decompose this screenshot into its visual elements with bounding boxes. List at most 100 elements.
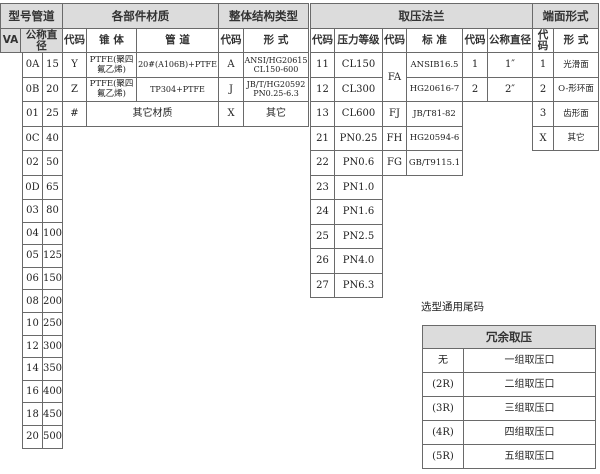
- face-code-cell: 3: [532, 101, 554, 127]
- column-header: 代码: [218, 28, 244, 53]
- column-header: 压力等级: [334, 28, 383, 53]
- pipe-material-cell: TP304+PTFE: [136, 76, 219, 102]
- pipe-dn-cell: 40: [42, 125, 63, 151]
- pressure-code-cell: 12: [310, 76, 335, 102]
- size-cell: 1″: [487, 52, 533, 78]
- face-code-cell: 2: [532, 76, 554, 102]
- standard-code-cell: FG: [382, 150, 407, 176]
- structure-form-cell: JB/T/HG20592 PN0.25-6.3: [243, 76, 309, 102]
- pipe-code-cell: 10: [22, 312, 43, 336]
- pipe-code-cell: 0C: [22, 125, 43, 151]
- group-header: 整体结构类型: [218, 3, 309, 29]
- column-header: 标 准: [406, 28, 463, 53]
- material-code-cell: Y: [62, 52, 87, 78]
- suffix-desc-cell: 三组取压口: [463, 396, 596, 421]
- pressure-code-cell: 26: [310, 248, 335, 274]
- pressure-rating-cell: CL600: [334, 101, 383, 127]
- standard-cell: HG20594-6: [406, 125, 463, 151]
- size-code-cell: 2: [462, 76, 488, 102]
- pressure-code-cell: 11: [310, 52, 335, 78]
- material-code-cell: #: [62, 101, 87, 127]
- pressure-code-cell: 13: [310, 101, 335, 127]
- face-code-cell: X: [532, 125, 554, 151]
- pipe-dn-cell: 500: [42, 425, 63, 449]
- face-form-cell: 其它: [553, 125, 599, 151]
- pressure-rating-cell: PN6.3: [334, 272, 383, 298]
- size-code-cell: 1: [462, 52, 488, 78]
- suffix-desc-cell: 五组取压口: [463, 444, 596, 469]
- pipe-code-cell: 14: [22, 357, 43, 381]
- column-header: 锥 体: [86, 28, 137, 53]
- column-header: 形 式: [553, 28, 599, 53]
- column-header: 形 式: [243, 28, 309, 53]
- standard-cell: HG20616-7: [406, 76, 463, 102]
- group-header: 各部件材质: [62, 3, 219, 29]
- structure-code-cell: X: [218, 101, 244, 127]
- suffix-code-cell: (5R): [422, 444, 464, 469]
- pipe-dn-cell: 150: [42, 266, 63, 291]
- pressure-code-cell: 22: [310, 150, 335, 176]
- column-header: 公称直径: [20, 28, 63, 53]
- standard-cell: ANSIB16.5: [406, 52, 463, 78]
- structure-code-cell: J: [218, 76, 244, 102]
- pressure-rating-cell: PN2.5: [334, 223, 383, 249]
- pressure-code-cell: 23: [310, 174, 335, 200]
- suffix-desc-cell: 四组取压口: [463, 420, 596, 445]
- material-other-cell: 其它材质: [86, 101, 219, 127]
- face-form-cell: O-形环面: [553, 76, 599, 102]
- suffix-code-cell: (3R): [422, 396, 464, 421]
- pipe-code-cell: 20: [22, 425, 43, 449]
- pipe-material-cell: 20#(A106B)+PTFE: [136, 52, 219, 78]
- suffix-title: 选型通用尾码: [421, 301, 484, 313]
- pipe-code-cell: 0D: [22, 174, 43, 200]
- pipe-dn-cell: 65: [42, 174, 63, 200]
- pressure-code-cell: 24: [310, 199, 335, 225]
- pipe-code-cell: 08: [22, 289, 43, 313]
- suffix-header: 冗余取压: [422, 325, 596, 349]
- column-header: 代码: [462, 28, 488, 53]
- pipe-code-cell: 01: [22, 101, 43, 127]
- column-header: 代码: [382, 28, 407, 53]
- pipe-dn-cell: 200: [42, 289, 63, 313]
- cone-material-cell: PTFE(聚四氟乙烯): [86, 76, 137, 102]
- group-header: 型号管道: [0, 3, 63, 29]
- structure-form-cell: 其它: [243, 101, 309, 127]
- pipe-dn-cell: 15: [42, 52, 63, 78]
- pipe-dn-cell: 100: [42, 221, 63, 246]
- group-header: 取压法兰: [310, 3, 533, 29]
- pipe-code-cell: 02: [22, 150, 43, 176]
- face-form-cell: 齿形面: [553, 101, 599, 127]
- column-header: 管 道: [136, 28, 219, 53]
- pressure-rating-cell: PN1.0: [334, 174, 383, 200]
- structure-code-cell: A: [218, 52, 244, 78]
- pipe-dn-cell: 350: [42, 357, 63, 381]
- column-header: 代码: [310, 28, 335, 53]
- standard-code-cell: FH: [382, 125, 407, 151]
- pipe-code-cell: 04: [22, 221, 43, 246]
- pressure-rating-cell: PN4.0: [334, 248, 383, 274]
- pipe-code-cell: 03: [22, 199, 43, 223]
- pipe-code-cell: 18: [22, 402, 43, 426]
- standard-cell: JB/T81-82: [406, 101, 463, 127]
- face-form-cell: 光滑面: [553, 52, 599, 78]
- pipe-dn-cell: 50: [42, 150, 63, 176]
- pipe-dn-cell: 400: [42, 379, 63, 404]
- cone-material-cell: PTFE(聚四氟乙烯): [86, 52, 137, 78]
- suffix-desc-cell: 二组取压口: [463, 372, 596, 397]
- pressure-code-cell: 25: [310, 223, 335, 249]
- suffix-code-cell: 无: [422, 348, 464, 373]
- pipe-dn-cell: 450: [42, 402, 63, 426]
- structure-form-cell: ANSI/HG20615 CL150-600: [243, 52, 309, 78]
- pipe-code-cell: 0A: [22, 52, 43, 78]
- standard-code-cell: FA: [382, 52, 407, 102]
- pressure-rating-cell: PN0.6: [334, 150, 383, 176]
- suffix-code-cell: (2R): [422, 372, 464, 397]
- standard-code-cell: FJ: [382, 101, 407, 127]
- group-header: 端面形式: [532, 3, 599, 29]
- pipe-dn-cell: 300: [42, 334, 63, 359]
- pipe-dn-cell: 80: [42, 199, 63, 223]
- pipe-code-cell: 12: [22, 334, 43, 359]
- suffix-desc-cell: 一组取压口: [463, 348, 596, 373]
- standard-cell: GB/T9115.1: [406, 150, 463, 176]
